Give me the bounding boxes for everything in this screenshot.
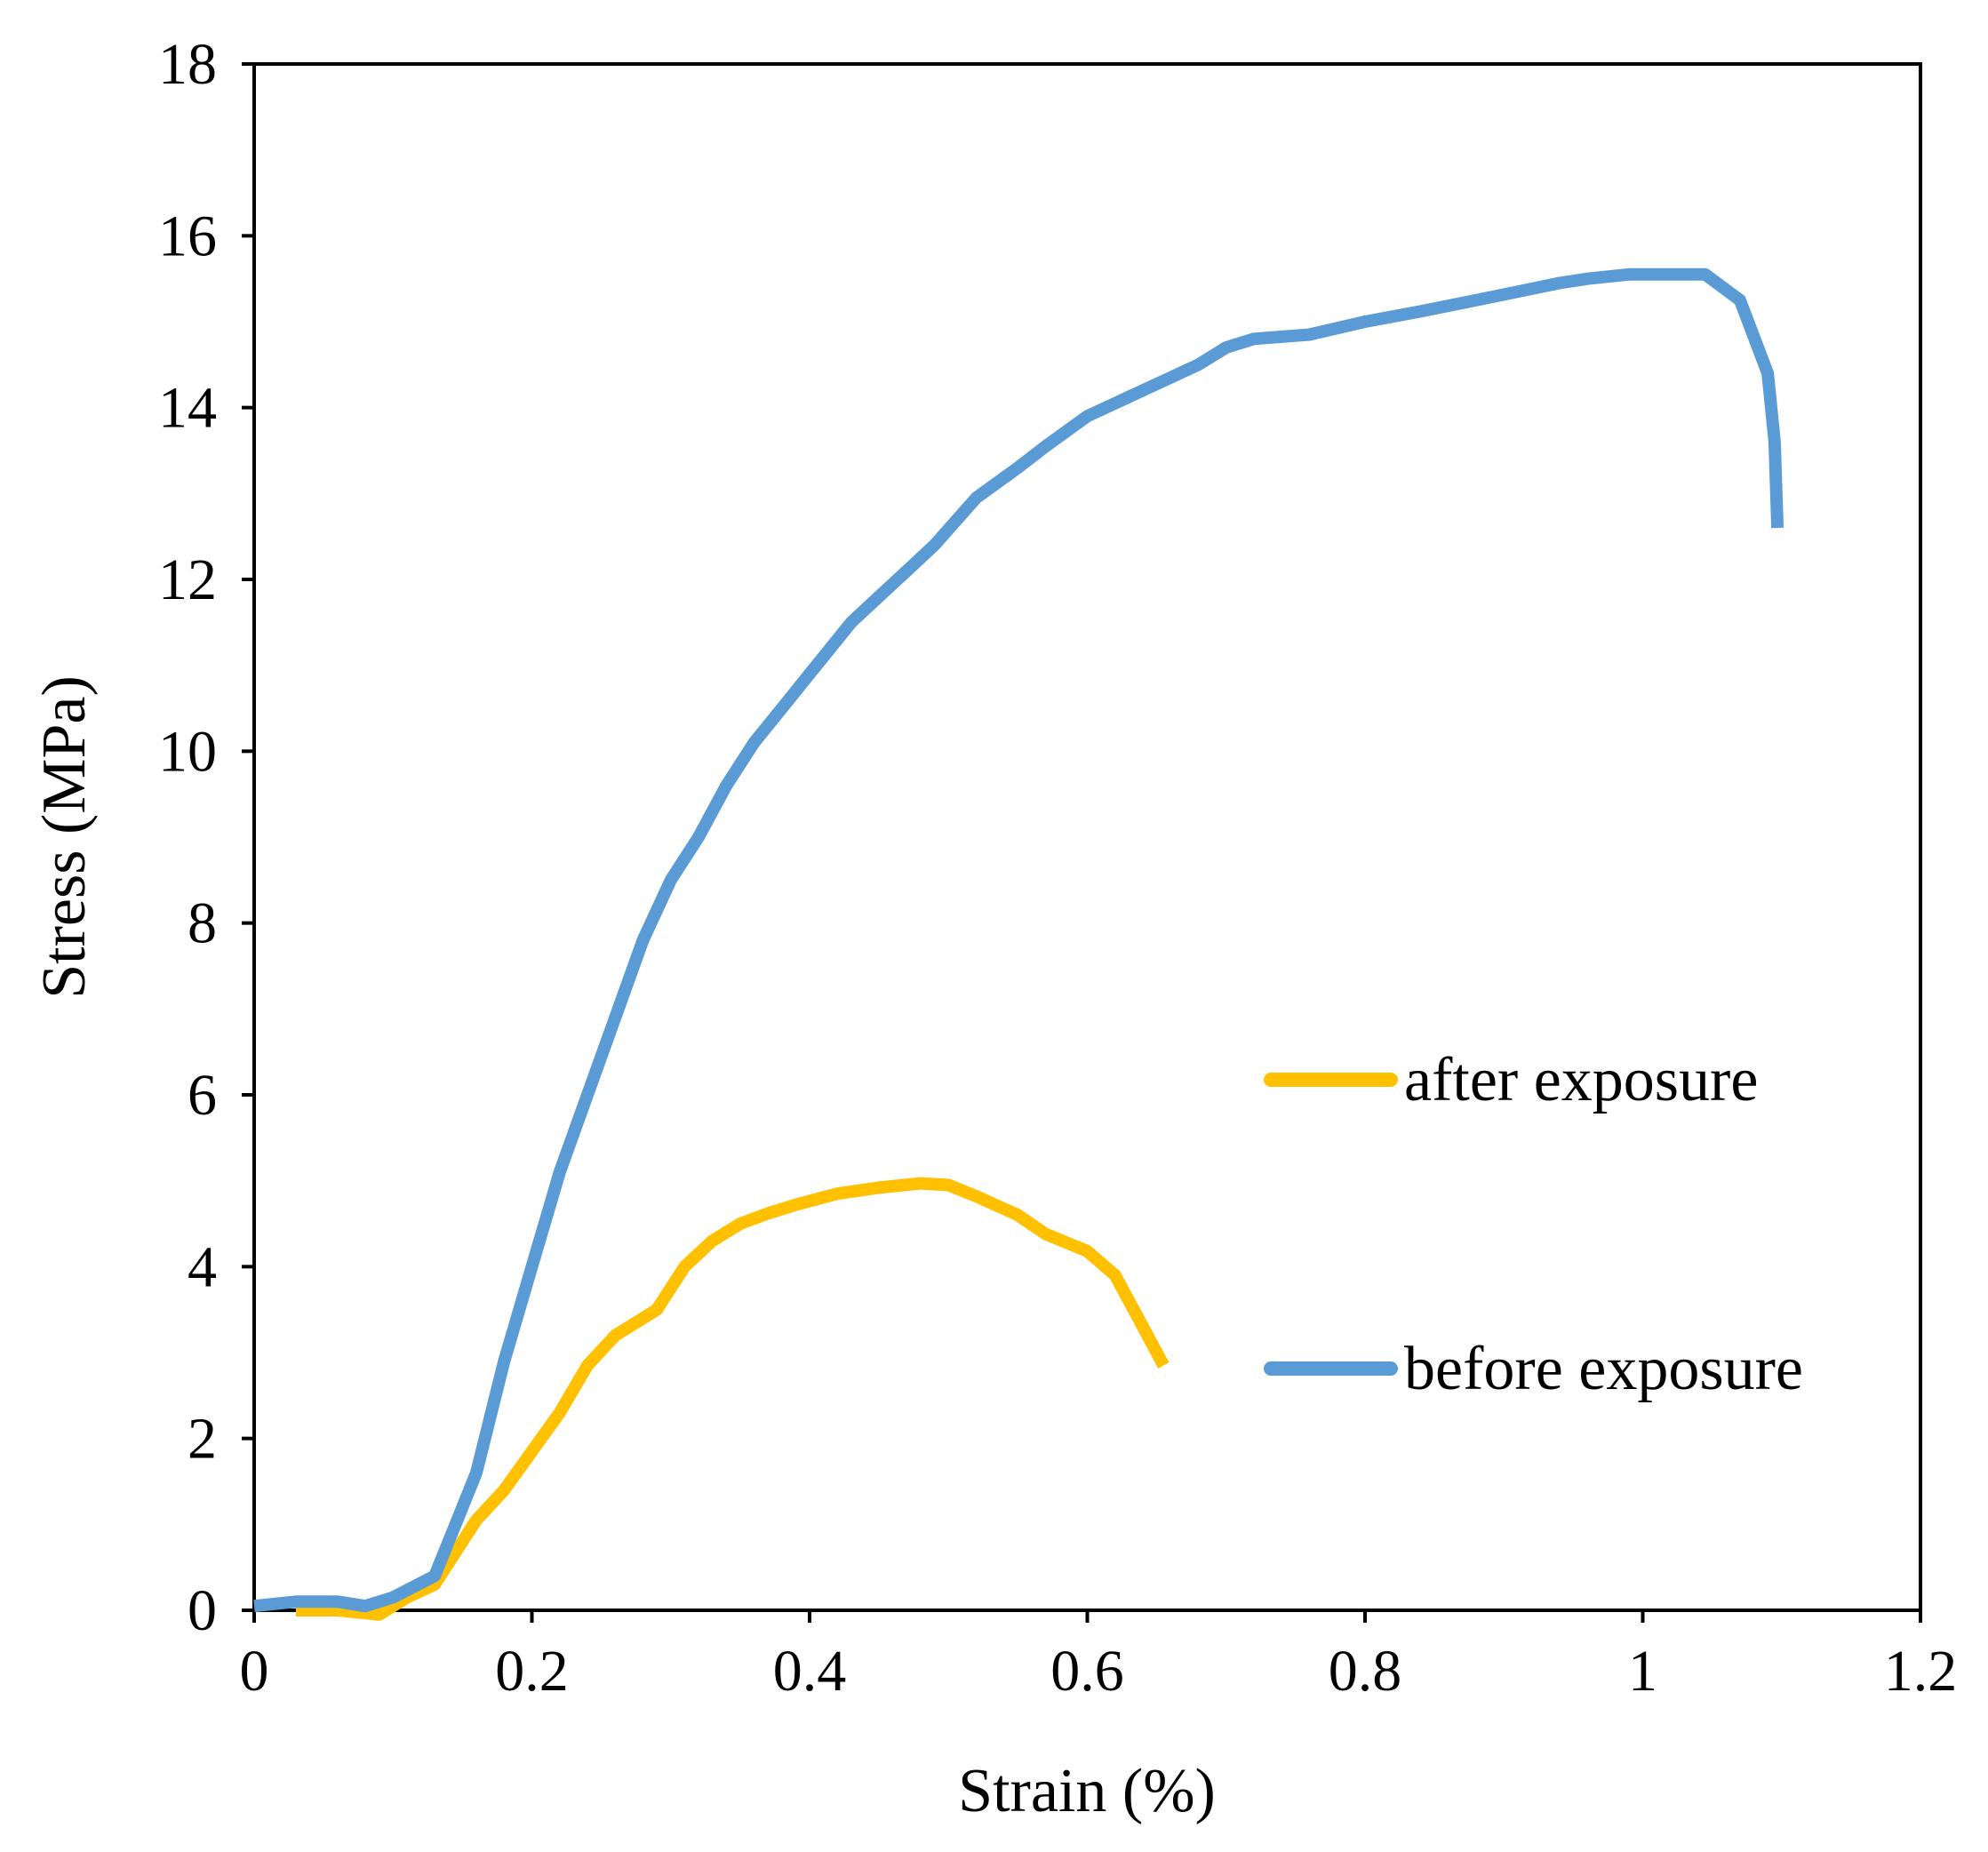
y-tick-label: 14: [158, 376, 217, 441]
x-axis-title: Strain (%): [958, 1757, 1216, 1825]
series-line-after-exposure: [295, 1177, 1170, 1621]
y-tick-label: 6: [188, 1063, 217, 1128]
x-tick-labels: 0 0.2 0.4 0.6 0.8 1 1.2: [240, 1639, 1958, 1704]
y-tick-label: 12: [158, 547, 217, 612]
x-tick-label: 0: [240, 1639, 269, 1704]
x-tick-label: 1.2: [1884, 1639, 1958, 1704]
y-axis-title: Stress (MPa): [30, 675, 99, 999]
y-tick-labels: 0 2 4 6 8 10 12 14 16 18: [158, 32, 217, 1643]
x-tick-label: 0.4: [773, 1639, 847, 1704]
y-tick-label: 10: [158, 719, 217, 784]
legend-label-after-exposure: after exposure: [1404, 1046, 1758, 1114]
x-tick-label: 0.6: [1050, 1639, 1124, 1704]
y-tick-label: 4: [188, 1234, 217, 1299]
legend-label-before-exposure: before exposure: [1404, 1335, 1803, 1403]
x-tick-label: 0.8: [1329, 1639, 1402, 1704]
y-tick-label: 16: [158, 204, 217, 268]
legend: after exposure before exposure: [1264, 1046, 1803, 1403]
x-tick-label: 1: [1628, 1639, 1657, 1704]
y-tick-label: 18: [158, 32, 217, 97]
x-tick-label: 0.2: [495, 1639, 569, 1704]
axis-ticks: [242, 62, 1922, 1623]
series-lines: [253, 267, 1784, 1621]
y-tick-label: 0: [188, 1578, 217, 1643]
y-tick-label: 2: [188, 1407, 217, 1472]
y-tick-label: 8: [188, 891, 217, 956]
series-line-before-exposure: [253, 267, 1784, 1613]
